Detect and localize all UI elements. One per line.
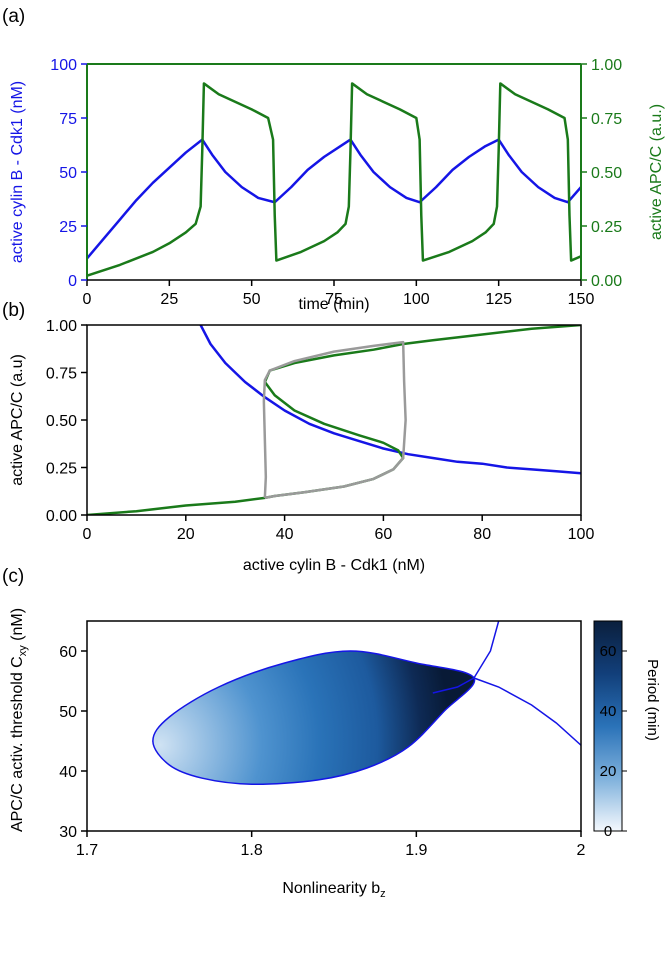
colorbar-tick-label: 0 [604, 823, 612, 840]
panel-c-xtick-label: 2 [577, 842, 586, 859]
panel-c-ytick-label: 50 [59, 704, 77, 721]
panel-a-left-ytick-label: 100 [50, 57, 77, 74]
colorbar-tick-label: 20 [600, 763, 617, 780]
panel-c-y-ticks: 30 40 50 60 [59, 644, 87, 841]
panel-b-y-ticks: 0.00 0.25 0.50 0.75 1.00 [46, 318, 87, 525]
colorbar-tick-label: 40 [600, 703, 617, 720]
panel-b-series [87, 325, 581, 515]
panel-c-ylabel: APC/C activ. threshold Cxy (nM) [9, 608, 29, 832]
colorbar-label: Period (min) [644, 659, 661, 741]
panel-a-right-ytick-label: 0.25 [591, 219, 622, 236]
panel-b-xtick-label: 60 [375, 526, 393, 543]
panel-a-xtick-label: 125 [485, 291, 512, 308]
panel-b-ylabel: active APC/C (a.u) [9, 354, 26, 486]
panel-a-xtick-label: 50 [243, 291, 261, 308]
panel-b-xtick-label: 40 [276, 526, 294, 543]
panel-a-ylabel-left: active cylin B - Cdk1 (nM) [9, 81, 26, 263]
panel-c-xlabel: Nonlinearity bz [282, 880, 385, 900]
panel-a-xtick-label: 100 [403, 291, 430, 308]
panel-c-x-ticks: 1.7 1.8 1.9 2 [76, 831, 586, 859]
panel-b-line-gray [262, 340, 407, 500]
panel-c-xlabel-main: Nonlinearity b [282, 880, 380, 897]
panel-a-left-ytick-label: 0 [68, 273, 77, 290]
panel-b-frame [86, 324, 582, 516]
panel-label-b: (b) [2, 300, 25, 321]
colorbar-tick-label: 60 [600, 643, 617, 660]
panel-a-left-ytick-label: 75 [59, 111, 77, 128]
panel-c-ylabel-sub: xy [17, 645, 29, 657]
panel-b-ytick-label: 1.00 [46, 318, 77, 335]
boundary-curves [432, 621, 581, 746]
panel-c-ytick-label: 60 [59, 644, 77, 661]
panel-c-ylabel-unit: (nM) [9, 608, 26, 645]
panel-c: 1.7 1.8 1.9 2 30 40 50 60 Nonlinearity bz APC/… [9, 608, 661, 900]
panel-a: 0 25 50 75 100 125 150 0 25 50 75 100 0.00 0.25 0.50… [9, 57, 665, 313]
panel-a-right-ytick-label: 1.00 [591, 57, 622, 74]
oscillation-region [152, 650, 476, 785]
panel-b: 0 20 40 60 80 100 0.00 0.25 0.50 0.75 1.00 active… [9, 318, 594, 574]
panel-c-frame [86, 620, 582, 832]
panel-b-ytick-label: 0.25 [46, 461, 77, 478]
panel-b-line-blue [199, 325, 581, 475]
panel-c-ytick-label: 30 [59, 824, 77, 841]
panel-c-xtick-label: 1.7 [76, 842, 98, 859]
panel-a-right-ticks: 0.00 0.25 0.50 0.75 1.00 [581, 57, 622, 290]
panel-a-left-ytick-label: 25 [59, 219, 77, 236]
panel-c-xtick-label: 1.8 [241, 842, 263, 859]
panel-a-xtick-label: 25 [160, 291, 178, 308]
panel-a-xtick-label: 75 [325, 291, 343, 308]
panel-b-ytick-label: 0.75 [46, 366, 77, 383]
panel-a-ylabel-right: active APC/C (a.u.) [648, 104, 665, 240]
panel-a-left-ticks: 0 25 50 75 100 [50, 57, 87, 290]
boundary-curve [473, 677, 581, 746]
panel-a-right-ytick-label: 0.50 [591, 165, 622, 182]
panel-c-xlabel-sub: z [380, 888, 386, 900]
panel-a-xtick-label: 0 [83, 291, 92, 308]
panel-a-series [87, 82, 581, 277]
panel-b-xtick-label: 20 [177, 526, 195, 543]
panel-label-c: (c) [2, 566, 24, 587]
panel-a-xlabel: time (min) [298, 296, 369, 313]
panel-a-right-ytick-label: 0.75 [591, 111, 622, 128]
panel-c-ytick-label: 40 [59, 764, 77, 781]
panel-b-ytick-label: 0.50 [46, 413, 77, 430]
panel-c-ylabel-main: APC/C activ. threshold C [9, 656, 26, 832]
colorbar-ticks: 0 20 40 60 [600, 643, 627, 840]
panel-b-xtick-label: 100 [568, 526, 595, 543]
panel-b-xtick-label: 80 [473, 526, 491, 543]
panel-label-a: (a) [2, 6, 25, 27]
panel-a-left-ytick-label: 50 [59, 165, 77, 182]
panel-b-ytick-label: 0.00 [46, 508, 77, 525]
colorbar [593, 620, 623, 832]
panel-a-x-ticks: 0 25 50 75 100 125 150 [83, 280, 595, 308]
panel-a-xtick-label: 150 [568, 291, 595, 308]
panel-b-xlabel: active cylin B - Cdk1 (nM) [243, 557, 425, 574]
panel-b-line-green [87, 325, 581, 515]
panel-a-line-green [87, 82, 581, 277]
panel-b-xtick-label: 0 [83, 526, 92, 543]
panel-b-x-ticks: 0 20 40 60 80 100 [83, 515, 595, 543]
panel-c-xtick-label: 1.9 [405, 842, 427, 859]
panel-a-right-ytick-label: 0.00 [591, 273, 622, 290]
panel-a-line-blue [87, 138, 581, 260]
